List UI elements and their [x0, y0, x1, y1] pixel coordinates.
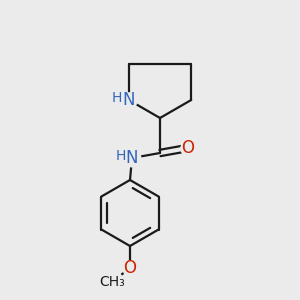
Text: H: H	[116, 149, 126, 163]
Text: N: N	[126, 149, 138, 167]
Text: O: O	[124, 259, 136, 277]
Text: O: O	[182, 139, 194, 157]
Text: H: H	[112, 91, 122, 105]
Text: N: N	[123, 91, 135, 109]
Text: CH₃: CH₃	[99, 275, 125, 289]
